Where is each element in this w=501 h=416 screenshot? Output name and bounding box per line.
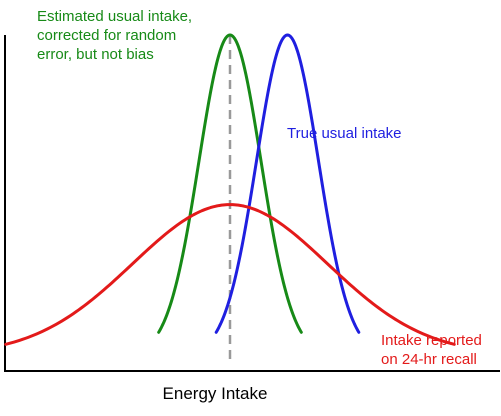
curves-layer xyxy=(4,33,456,362)
blue-series-label: True usual intake xyxy=(287,125,402,142)
red-series-label: Intake reported on 24-hr recall xyxy=(381,332,482,368)
blue-curve xyxy=(214,33,361,334)
green-series-label: Estimated usual intake, corrected for ra… xyxy=(37,8,193,63)
green-curve xyxy=(157,33,303,334)
red-curve xyxy=(4,203,456,346)
x-axis-label: Energy Intake xyxy=(162,384,268,403)
